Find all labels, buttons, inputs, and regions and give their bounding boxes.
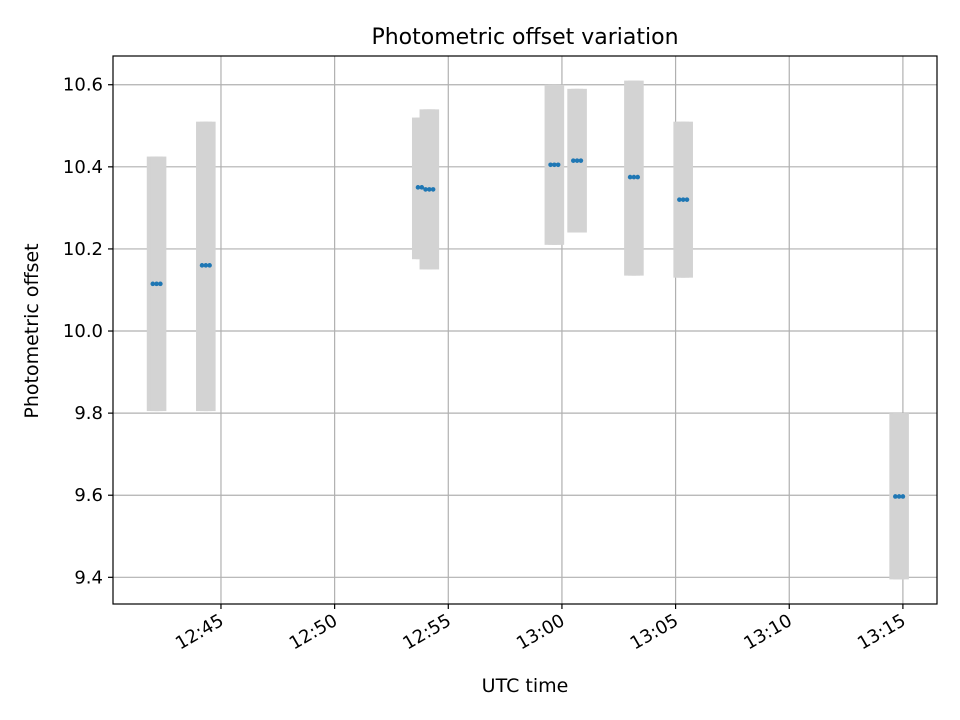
- data-point: [578, 158, 584, 163]
- data-point: [548, 162, 553, 168]
- data-point: [896, 494, 902, 499]
- data-point: [552, 162, 557, 168]
- x-axis-label: UTC time: [482, 675, 569, 697]
- data-point: [555, 162, 561, 168]
- data-point: [631, 174, 637, 180]
- data-point: [423, 187, 428, 192]
- x-axis-ticks: 12:45 12:50 12:55 13:00 13:05 13:10 13:15: [172, 604, 909, 654]
- plot-frame: [112, 55, 938, 605]
- y-axis-ticks: 9.4 9.6 9.8 10.0 10.2 10.4 10.6: [63, 75, 113, 588]
- data-points: [150, 158, 906, 499]
- data-point: [199, 263, 205, 268]
- y-tick-label: 9.8: [74, 403, 103, 424]
- x-tick-label: 13:00: [513, 610, 568, 654]
- error-bars: [146, 80, 909, 580]
- data-point: [574, 158, 580, 163]
- data-point: [154, 281, 159, 287]
- data-point: [571, 158, 576, 163]
- y-tick-label: 10.2: [63, 239, 103, 260]
- data-point: [207, 263, 212, 268]
- x-tick-label: 13:15: [854, 610, 909, 654]
- y-tick-label: 10.6: [63, 75, 103, 96]
- data-point: [150, 281, 156, 287]
- data-point: [627, 174, 633, 180]
- data-point: [415, 185, 421, 190]
- data-point: [680, 197, 686, 202]
- y-tick-label: 9.4: [74, 567, 103, 588]
- x-tick-label: 13:05: [627, 610, 682, 654]
- x-tick-label: 12:55: [399, 610, 454, 654]
- data-point: [900, 494, 906, 499]
- y-axis-label: Photometric offset: [21, 243, 43, 418]
- data-point: [419, 185, 425, 190]
- data-point: [677, 197, 682, 202]
- data-point: [203, 263, 209, 268]
- x-tick-label: 12:50: [286, 610, 341, 654]
- grid: [113, 56, 937, 604]
- x-tick-label: 13:10: [740, 610, 795, 654]
- data-point: [430, 187, 436, 192]
- data-point: [635, 174, 641, 180]
- data-point: [158, 281, 163, 287]
- y-tick-label: 9.6: [74, 485, 103, 506]
- data-point: [893, 494, 898, 499]
- y-tick-label: 10.4: [63, 157, 103, 178]
- x-tick-label: 12:45: [172, 610, 227, 654]
- chart-title: Photometric offset variation: [371, 25, 678, 50]
- data-point: [427, 187, 432, 192]
- y-tick-label: 10.0: [63, 321, 103, 342]
- data-point: [684, 197, 690, 202]
